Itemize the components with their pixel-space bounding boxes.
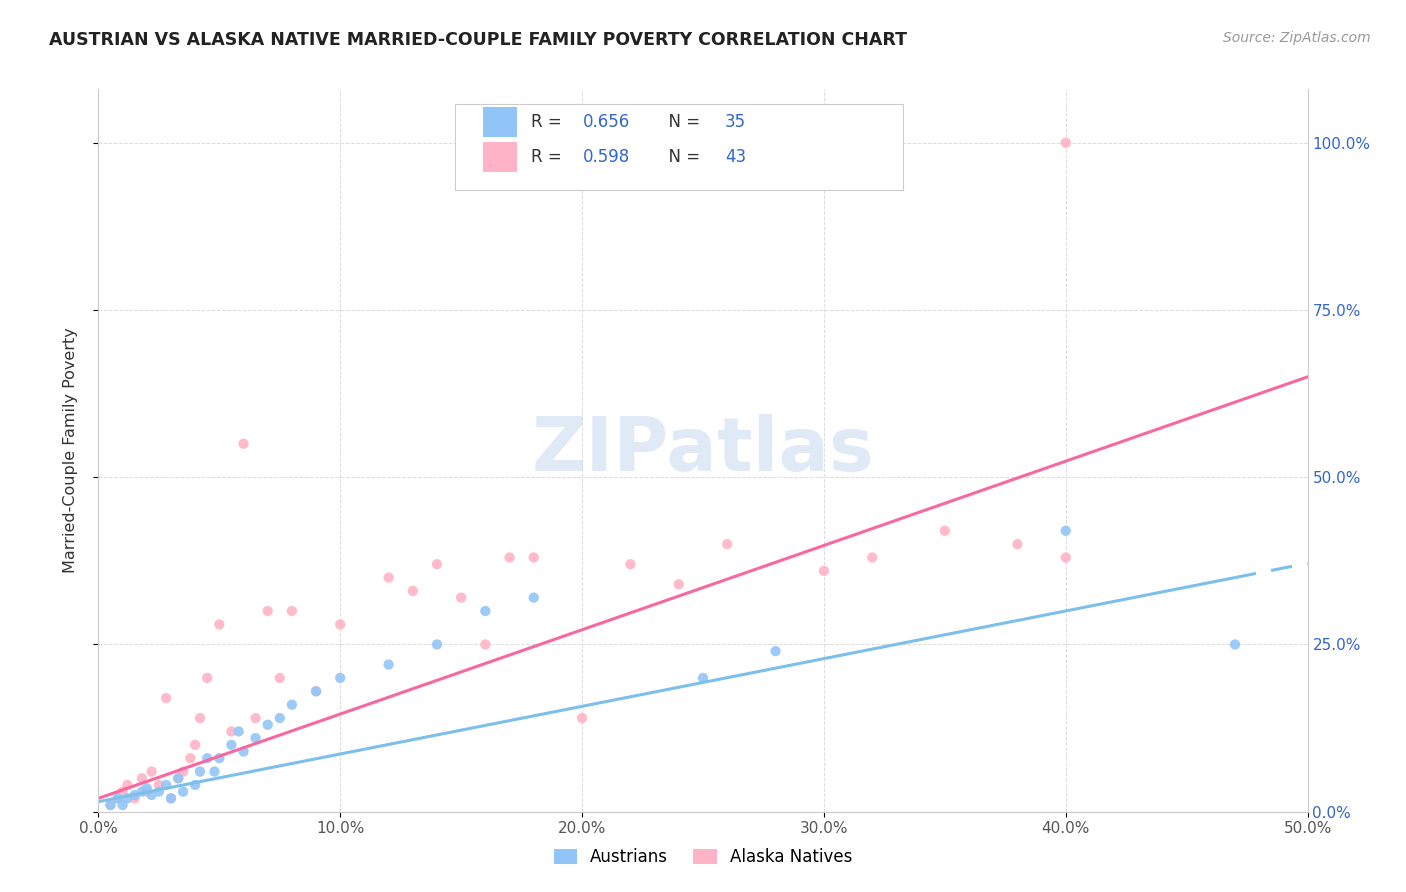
Point bbox=[426, 637, 449, 651]
Point bbox=[148, 778, 170, 792]
Point bbox=[188, 711, 211, 725]
Point bbox=[160, 791, 183, 805]
Point bbox=[269, 711, 291, 725]
Point bbox=[155, 778, 177, 792]
Point bbox=[107, 791, 129, 805]
Point bbox=[1054, 550, 1077, 565]
Point bbox=[232, 744, 254, 758]
Point bbox=[232, 436, 254, 450]
Point bbox=[256, 717, 278, 731]
Text: ZIPatlas: ZIPatlas bbox=[531, 414, 875, 487]
Point bbox=[474, 637, 496, 651]
Point bbox=[813, 564, 835, 578]
Point bbox=[934, 524, 956, 538]
Point bbox=[117, 778, 139, 792]
Point bbox=[167, 771, 190, 786]
Point bbox=[208, 617, 231, 632]
Point bbox=[221, 738, 243, 752]
Point bbox=[208, 751, 231, 765]
Point bbox=[474, 604, 496, 618]
Point bbox=[155, 690, 177, 705]
Point bbox=[179, 751, 201, 765]
Legend: Austrians, Alaska Natives: Austrians, Alaska Natives bbox=[546, 840, 860, 875]
Point bbox=[228, 724, 250, 739]
Point bbox=[692, 671, 714, 685]
Point bbox=[195, 671, 218, 685]
FancyBboxPatch shape bbox=[482, 107, 517, 137]
Point bbox=[172, 764, 194, 779]
Point bbox=[148, 785, 170, 799]
Point bbox=[1054, 136, 1077, 150]
FancyBboxPatch shape bbox=[482, 142, 517, 172]
Text: AUSTRIAN VS ALASKA NATIVE MARRIED-COUPLE FAMILY POVERTY CORRELATION CHART: AUSTRIAN VS ALASKA NATIVE MARRIED-COUPLE… bbox=[49, 31, 907, 49]
Point bbox=[131, 785, 153, 799]
Point bbox=[135, 781, 157, 796]
Point bbox=[256, 604, 278, 618]
Point bbox=[111, 785, 134, 799]
Point bbox=[1007, 537, 1029, 551]
Point bbox=[402, 584, 425, 599]
Text: 0.656: 0.656 bbox=[583, 113, 630, 131]
Point bbox=[571, 711, 593, 725]
Point bbox=[167, 771, 190, 786]
Point bbox=[245, 731, 267, 746]
Point bbox=[188, 764, 211, 779]
Point bbox=[619, 557, 641, 572]
Point bbox=[107, 791, 129, 805]
Point bbox=[765, 644, 787, 658]
Text: 43: 43 bbox=[724, 148, 747, 166]
Point bbox=[1054, 524, 1077, 538]
Point bbox=[184, 778, 207, 792]
Point bbox=[184, 738, 207, 752]
Text: N =: N = bbox=[658, 148, 706, 166]
Point bbox=[716, 537, 738, 551]
Point bbox=[305, 684, 328, 698]
Point bbox=[141, 764, 163, 779]
Point bbox=[195, 751, 218, 765]
Point bbox=[329, 671, 352, 685]
Point bbox=[498, 550, 520, 565]
Point bbox=[329, 617, 352, 632]
Point bbox=[450, 591, 472, 605]
Point bbox=[117, 791, 139, 805]
FancyBboxPatch shape bbox=[456, 103, 903, 190]
Text: N =: N = bbox=[658, 113, 706, 131]
Y-axis label: Married-Couple Family Poverty: Married-Couple Family Poverty bbox=[63, 327, 77, 574]
Point bbox=[204, 764, 226, 779]
Text: Source: ZipAtlas.com: Source: ZipAtlas.com bbox=[1223, 31, 1371, 45]
Point bbox=[124, 791, 146, 805]
Point bbox=[377, 657, 399, 672]
Text: R =: R = bbox=[531, 113, 567, 131]
Point bbox=[245, 711, 267, 725]
Point bbox=[269, 671, 291, 685]
Point bbox=[135, 785, 157, 799]
Point bbox=[172, 785, 194, 799]
Point bbox=[860, 550, 883, 565]
Point bbox=[100, 798, 122, 813]
Point bbox=[124, 788, 146, 802]
Point bbox=[523, 591, 546, 605]
Point bbox=[305, 684, 328, 698]
Point bbox=[160, 791, 183, 805]
Point bbox=[523, 550, 546, 565]
Point bbox=[1223, 637, 1246, 651]
Point bbox=[111, 798, 134, 813]
Point bbox=[668, 577, 690, 591]
Point bbox=[141, 788, 163, 802]
Text: 0.598: 0.598 bbox=[583, 148, 630, 166]
Point bbox=[281, 698, 304, 712]
Point bbox=[131, 771, 153, 786]
Point bbox=[281, 604, 304, 618]
Text: 35: 35 bbox=[724, 113, 747, 131]
Point bbox=[377, 571, 399, 585]
Point bbox=[221, 724, 243, 739]
Text: R =: R = bbox=[531, 148, 567, 166]
Point bbox=[100, 798, 122, 813]
Point bbox=[426, 557, 449, 572]
